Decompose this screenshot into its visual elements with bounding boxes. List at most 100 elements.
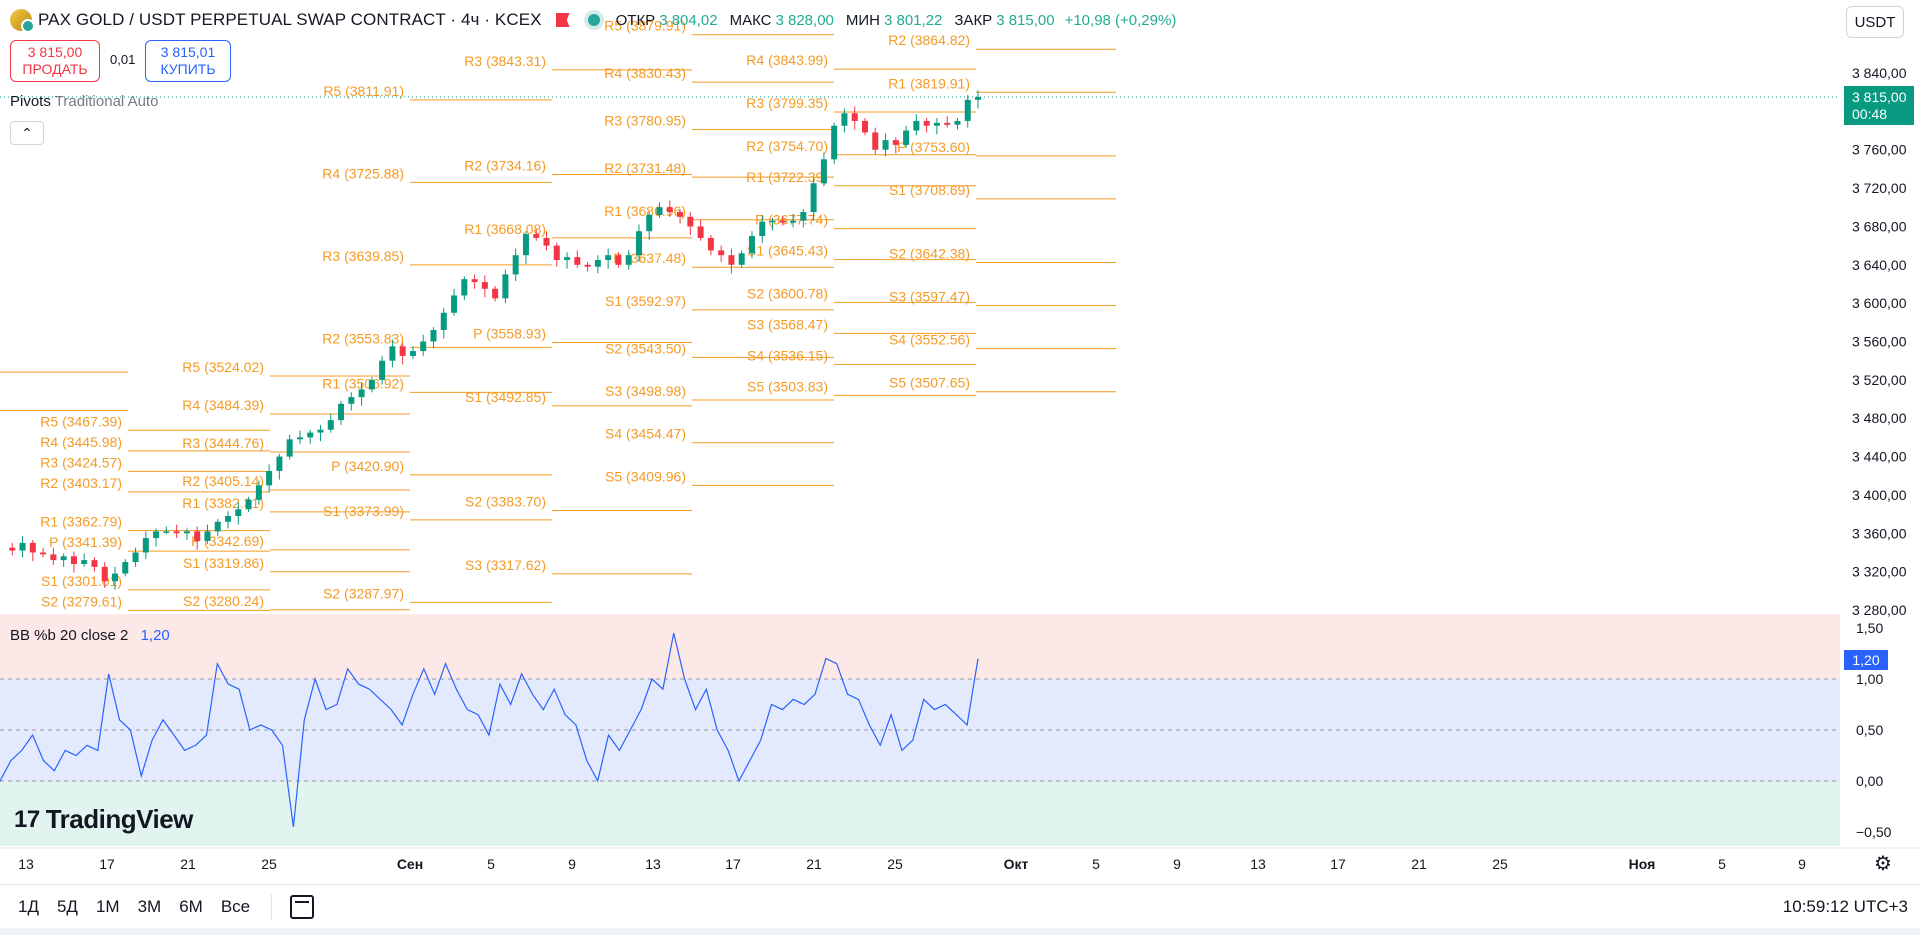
- candle-body: [543, 237, 550, 246]
- candle-body: [954, 120, 961, 125]
- bb-last-value-tag: 1,20: [1844, 650, 1888, 670]
- pivot-label: R5 (3524.02): [182, 359, 264, 375]
- range-3m-button[interactable]: 3М: [137, 896, 162, 916]
- market-status-icon[interactable]: [587, 14, 600, 26]
- pivot-label: S4 (3552.56): [889, 332, 970, 348]
- settings-icon[interactable]: ⚙: [1874, 852, 1892, 875]
- tradingview-mark-icon: 17: [14, 805, 40, 833]
- bb-axis[interactable]: 1,50 1,00 0,50 0,00 −0,50: [1856, 620, 1892, 840]
- pivot-label: S2 (3383.70): [465, 494, 546, 510]
- ohlc-low-key: МИН: [845, 11, 880, 29]
- sell-button[interactable]: 3 815,00 ПРОДАТЬ: [10, 40, 100, 82]
- bb-oversold-zone: [0, 781, 1840, 846]
- candle-body: [142, 538, 149, 553]
- price-axis-tick: 3 280,00: [1852, 602, 1907, 618]
- symbol-title[interactable]: PAX GOLD / USDT PERPETUAL SWAP CONTRACT …: [38, 10, 542, 29]
- candle-body: [122, 562, 129, 574]
- sell-price: 3 815,00: [27, 44, 83, 60]
- candle-body: [266, 470, 273, 486]
- pivot-label: S4 (3454.47): [605, 426, 686, 442]
- candle-body: [687, 216, 694, 227]
- candle-body: [461, 279, 468, 296]
- range-1m-button[interactable]: 1М: [95, 896, 120, 916]
- symbol-logo-icon[interactable]: [10, 9, 35, 33]
- bottom-scrollbar[interactable]: [0, 928, 1920, 935]
- pivot-label: R4 (3843.99): [746, 52, 828, 68]
- candle-body: [492, 288, 499, 299]
- candle-body: [790, 220, 797, 223]
- candle-body: [502, 274, 509, 299]
- ohlc-low-value: 3 801,22: [883, 11, 943, 29]
- candle-body: [183, 531, 190, 534]
- pivot-label: R5 (3879.91): [604, 18, 686, 34]
- time-axis-tick: 21: [180, 856, 196, 872]
- candle-body: [615, 255, 622, 265]
- time-axis-tick: 9: [568, 856, 576, 872]
- price-axis-tick: 3 720,00: [1852, 180, 1907, 196]
- range-5d-button[interactable]: 5Д: [56, 896, 78, 916]
- pivot-label: R4 (3725.88): [322, 165, 404, 181]
- candle-body: [800, 212, 807, 221]
- range-all-button[interactable]: Все: [220, 896, 251, 916]
- time-axis-tick: 5: [1718, 856, 1726, 872]
- flag-icon[interactable]: [555, 13, 570, 27]
- pivot-label: R3 (3639.85): [322, 248, 404, 264]
- time-axis-tick: Окт: [1004, 856, 1029, 872]
- candle-body: [820, 159, 827, 184]
- candle-body: [379, 360, 386, 380]
- price-axis[interactable]: 3 840,003 800,003 760,003 720,003 680,00…: [1852, 65, 1907, 618]
- pivot-label: S1 (3373.99): [323, 503, 404, 519]
- candle-body: [420, 341, 427, 352]
- candle-body: [286, 439, 293, 457]
- pivot-label: S1 (3492.85): [465, 389, 546, 405]
- buy-button[interactable]: 3 815,01 КУПИТЬ: [145, 40, 231, 82]
- currency-button[interactable]: USDT: [1846, 6, 1904, 38]
- range-6m-button[interactable]: 6М: [179, 896, 203, 916]
- candle-body: [718, 250, 725, 256]
- clock[interactable]: 10:59:12 UTC+3: [1782, 897, 1908, 916]
- spread-value: 0,01: [110, 52, 136, 67]
- candle-body: [245, 499, 252, 510]
- candle-body: [677, 212, 684, 217]
- candle-body: [635, 231, 642, 256]
- pivots-legend[interactable]: Pivots Traditional Auto: [10, 93, 158, 110]
- candle-body: [440, 312, 447, 330]
- bb-axis-tick: 0,00: [1856, 773, 1883, 789]
- pivot-label: R2 (3405.14): [182, 473, 264, 489]
- candle-body: [944, 122, 951, 125]
- bar-countdown: 00:48: [1852, 106, 1888, 122]
- calendar-icon[interactable]: [290, 894, 315, 919]
- candle-body: [481, 282, 488, 289]
- pivot-label: R1 (3722.39): [746, 169, 828, 185]
- pivot-label: S5 (3507.65): [889, 375, 970, 391]
- pivot-label: P (3558.93): [473, 326, 546, 342]
- candle-body: [522, 234, 529, 256]
- collapse-legend-button[interactable]: ⌃: [10, 121, 44, 145]
- candle-body: [91, 560, 98, 567]
- price-axis-tick: 3 440,00: [1852, 449, 1907, 465]
- bb-legend[interactable]: BB %b 20 close 2 1,20: [10, 627, 170, 644]
- candle-body: [327, 420, 334, 430]
- last-price-tag: 3 815,00 00:48: [1844, 86, 1914, 125]
- pivot-label: S1 (3592.97): [605, 293, 686, 309]
- range-1d-button[interactable]: 1Д: [18, 896, 39, 916]
- candle-body: [872, 132, 879, 150]
- pivot-label: R2 (3734.16): [464, 157, 546, 173]
- ohlc-high-key: МАКС: [729, 11, 772, 29]
- candle-body: [707, 237, 714, 251]
- time-axis-tick: 17: [725, 856, 741, 872]
- candle-body: [368, 379, 375, 390]
- time-axis-tick: Сен: [397, 856, 423, 872]
- price-axis-tick: 3 600,00: [1852, 295, 1907, 311]
- candle-body: [348, 397, 355, 404]
- tradingview-logo[interactable]: 17 TradingView: [14, 804, 193, 835]
- bb-axis-tick: −0,50: [1856, 824, 1892, 840]
- pivot-label: S2 (3600.78): [747, 285, 828, 301]
- candle-body: [317, 429, 324, 433]
- candle-body: [471, 279, 478, 283]
- time-axis[interactable]: 13 17 21 25 Сен 5 9 13 17 21 25 Окт 5 9 13 17 21 25 Ноя 5 9: [0, 847, 1920, 872]
- price-candles: [0, 90, 1840, 590]
- price-axis-tick: 3 360,00: [1852, 525, 1907, 541]
- time-axis-tick: 17: [99, 856, 115, 872]
